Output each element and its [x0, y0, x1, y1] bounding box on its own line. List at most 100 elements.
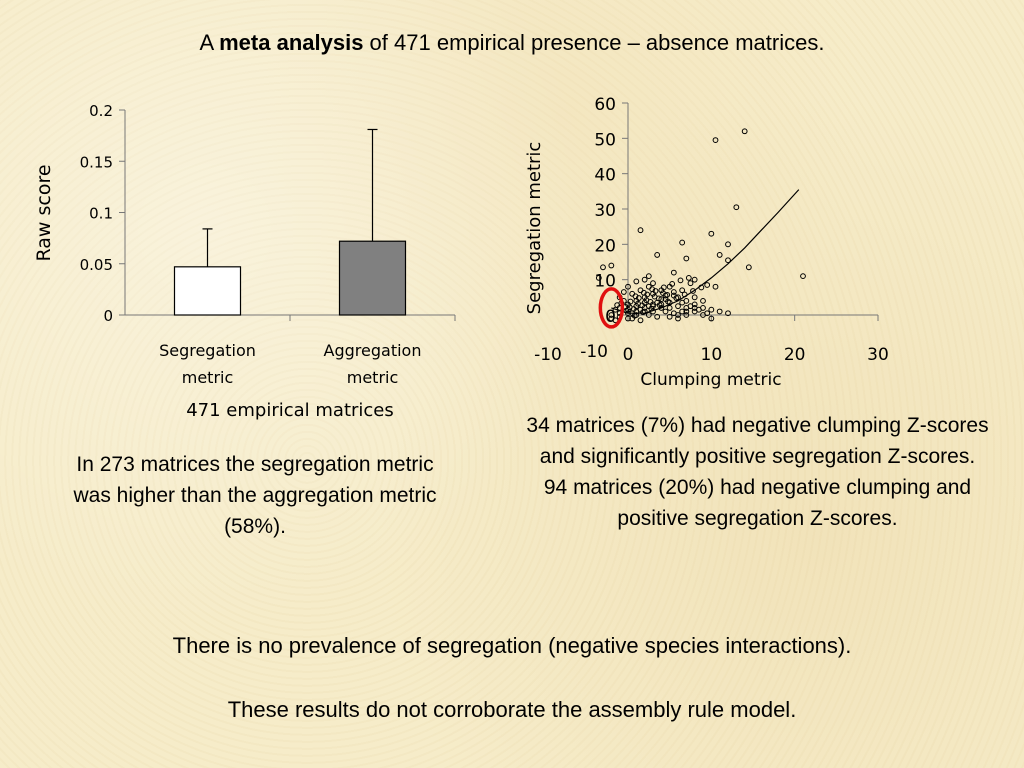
scatter-y-axis-label: Segregation metric: [524, 142, 545, 315]
scatter-point: [640, 309, 646, 316]
scatter-point: [662, 308, 669, 315]
scatter-point: [673, 295, 680, 301]
scatter-point: [620, 297, 627, 304]
scatter-point: [616, 310, 623, 317]
scatter-point: [645, 283, 652, 290]
scatter-point: [675, 312, 681, 318]
scatter-point: [708, 230, 715, 237]
scatter-point: [635, 300, 641, 307]
scatter-point: [633, 312, 640, 318]
conclusion-line-2: These results do not corroborate the ass…: [227, 697, 797, 722]
scatter-point: [614, 302, 621, 309]
scatter-point: [683, 255, 690, 262]
bar-category-label: Segregation: [159, 341, 256, 360]
scatter-point: [641, 308, 648, 315]
scatter-point: [691, 308, 698, 315]
scatter-point: [670, 269, 677, 276]
scatter-point: [687, 280, 694, 287]
scatter-point: [612, 306, 619, 313]
scatter-point: [658, 287, 665, 294]
bar-y-tick-label: 0.2: [89, 102, 113, 120]
scatter-point: [650, 280, 656, 287]
scatter-point: [700, 297, 706, 304]
scatter-x-tick-label: -10: [534, 345, 562, 365]
scatter-point: [745, 264, 752, 271]
scatter-point: [660, 290, 666, 296]
scatter-point: [649, 286, 656, 293]
scatter-point: [622, 303, 629, 310]
scatter-point: [620, 289, 627, 295]
scatter-point: [635, 295, 642, 301]
scatter-point: [695, 306, 702, 313]
scatter-point: [691, 301, 698, 308]
bar-1: [173, 266, 242, 316]
right-note: 34 matrices (7%) had negative clumping Z…: [515, 410, 1000, 534]
scatter-point: [654, 252, 661, 258]
scatter-point: [666, 299, 673, 306]
scatter-point: [683, 305, 690, 311]
title-prefix: A: [199, 30, 220, 55]
scatter-y-tick-label: 40: [594, 166, 616, 186]
scatter-point: [662, 296, 669, 303]
scatter-point: [625, 301, 631, 308]
scatter-point: [666, 283, 673, 290]
scatter-point: [665, 298, 671, 305]
scatter-point: [647, 299, 654, 305]
scatter-point: [641, 299, 648, 306]
scatter-point: [670, 292, 677, 299]
scatter-point: [708, 315, 715, 322]
scatter-point: [645, 273, 652, 280]
scatter-point: [691, 276, 698, 283]
scatter-point: [644, 291, 651, 298]
scatter-point: [656, 302, 663, 309]
scatter-point: [637, 306, 644, 313]
scatter-point: [683, 312, 690, 318]
scatter-point: [677, 277, 684, 284]
scatter-point: [652, 288, 659, 294]
scatter-x-tick-label: 20: [784, 345, 806, 365]
bar-y-tick-label: 0.1: [89, 205, 113, 223]
scatter-x-tick-label: 30: [867, 345, 889, 365]
scatter-point: [725, 257, 731, 264]
scatter-point: [800, 273, 806, 280]
scatter-point: [631, 312, 638, 319]
scatter-point: [650, 303, 656, 310]
scatter-y-tick-label: 20: [594, 236, 616, 256]
scatter-point: [633, 303, 640, 310]
scatter-point: [608, 262, 615, 269]
bar-y-axis-label: Raw score: [33, 164, 55, 261]
bar-chart-caption: 471 empirical matrices: [186, 400, 394, 421]
scatter-point: [633, 297, 640, 304]
scatter-point: [629, 290, 636, 297]
scatter-point: [629, 310, 636, 317]
scatter-point: [625, 306, 631, 313]
scatter-point: [666, 305, 673, 311]
scatter-point: [716, 308, 723, 315]
scatter-point: [650, 308, 656, 315]
scatter-point: [616, 294, 623, 301]
scatter-point: [712, 137, 719, 144]
bar-category-label: Aggregation: [324, 341, 422, 360]
scatter-point: [654, 299, 661, 306]
scatter-point: [712, 283, 719, 290]
slide-title: A meta analysis of 471 empirical presenc…: [0, 30, 1024, 56]
scatter-point: [725, 241, 731, 248]
bar-y-tick-label: 0.15: [80, 153, 113, 171]
scatter-point: [627, 298, 634, 305]
scatter-point: [704, 282, 711, 288]
scatter-x-axis-label: Clumping metric: [640, 370, 781, 390]
scatter-point: [637, 227, 644, 234]
scatter-point: [658, 305, 665, 311]
scatter-point: [633, 278, 640, 285]
scatter-point: [679, 299, 686, 306]
scatter-point: [670, 289, 677, 295]
scatter-point: [679, 239, 686, 246]
scatter-point: [630, 306, 637, 312]
right-note-line-1: 34 matrices (7%) had negative clumping Z…: [526, 414, 989, 468]
scatter-point: [669, 281, 676, 287]
scatter-point: [632, 293, 639, 300]
scatter-point: [645, 303, 652, 310]
scatter-point: [664, 291, 671, 298]
left-note: In 273 matrices the segregation metric w…: [73, 453, 437, 538]
scatter-point: [654, 313, 661, 320]
